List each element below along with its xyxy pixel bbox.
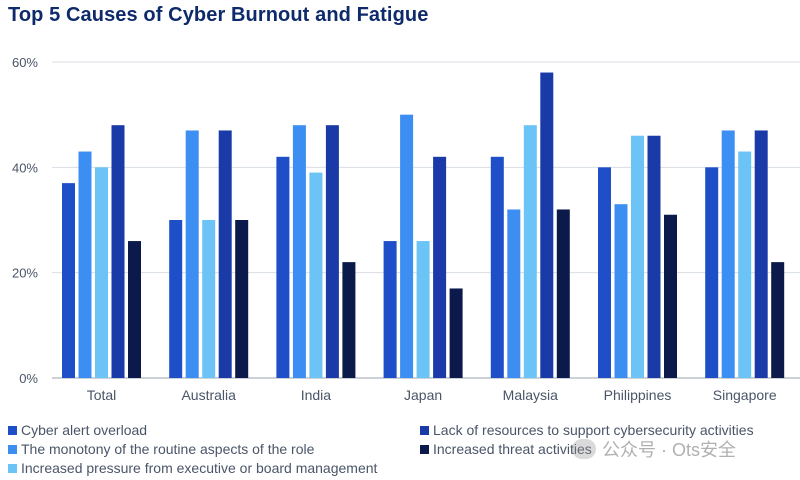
bar-japan-series-1 (383, 241, 397, 378)
legend-swatch (420, 425, 429, 435)
bar-india-series-1 (276, 156, 290, 378)
bar-philippines-series-5 (664, 214, 677, 378)
x-tick-label: Australia (181, 387, 236, 403)
x-tick-label: India (301, 387, 332, 403)
legend-item-increased-pressure: Increased pressure from executive or boa… (8, 460, 377, 476)
y-tick-label: 40% (12, 160, 38, 175)
bar-australia-series-5 (235, 220, 249, 378)
bar-total-series-5 (128, 241, 141, 378)
legend-label: Cyber alert overload (21, 422, 148, 438)
legend-swatch (8, 444, 17, 454)
wechat-icon (572, 439, 596, 459)
watermark-text: 公众号 · Ots安全 (602, 440, 736, 460)
bar-philippines-series-2 (614, 204, 628, 378)
legend-swatch (8, 463, 17, 473)
legend-swatch (8, 425, 17, 435)
chart-title: Top 5 Causes of Cyber Burnout and Fatigu… (8, 4, 429, 26)
x-tick-label: Philippines (604, 387, 672, 403)
bar-malaysia-series-1 (490, 156, 504, 378)
bar-malaysia-series-5 (556, 209, 570, 378)
x-tick-label: Singapore (713, 387, 777, 403)
bar-australia-series-3 (202, 220, 216, 378)
x-tick-label: Malaysia (503, 387, 558, 403)
bar-malaysia-series-2 (507, 209, 521, 378)
bar-total-series-4 (111, 125, 125, 378)
bar-philippines-series-1 (598, 167, 611, 378)
legend-item-monotony: The monotony of the routine aspects of t… (8, 441, 314, 457)
watermark: 公众号 · Ots安全 (572, 436, 736, 462)
bar-singapore-series-5 (771, 262, 785, 378)
bar-australia-series-1 (169, 220, 183, 378)
bar-japan-series-3 (416, 241, 430, 378)
bar-chart: 0% 20% 40% 60% Total Australia India Japan Malay… (12, 55, 800, 403)
bar-singapore-series-1 (705, 167, 719, 378)
legend-label: Increased threat activities (433, 441, 592, 457)
legend-label: The monotony of the routine aspects of t… (21, 441, 315, 457)
bar-malaysia-series-3 (523, 125, 537, 378)
x-tick-label: Total (87, 387, 117, 403)
bar-singapore-series-3 (738, 151, 752, 378)
bar-total-series-2 (78, 151, 92, 378)
bar-japan-series-2 (400, 114, 414, 379)
bar-philippines-series-3 (631, 135, 644, 378)
legend-item-cyber-alert-overload: Cyber alert overload (8, 422, 147, 438)
bar-singapore-series-4 (754, 130, 768, 378)
bar-japan-series-5 (449, 288, 463, 378)
y-tick-label: 60% (12, 55, 38, 70)
bar-india-series-5 (342, 262, 356, 378)
bar-australia-series-2 (185, 130, 199, 378)
x-tick-label: Japan (404, 387, 442, 403)
bar-australia-series-4 (218, 130, 232, 378)
bar-malaysia-series-4 (540, 72, 554, 379)
legend-item-increased-threat: Increased threat activities (420, 441, 592, 457)
bar-india-series-4 (325, 125, 339, 378)
bar-india-series-3 (309, 172, 323, 378)
legend: Cyber alert overload The monotony of the… (8, 420, 792, 476)
legend-item-lack-of-resources: Lack of resources to support cybersecuri… (420, 422, 754, 438)
legend-label: Lack of resources to support cybersecuri… (433, 422, 754, 438)
y-tick-label: 20% (12, 266, 38, 281)
bar-singapore-series-2 (721, 130, 735, 378)
bar-total-series-3 (95, 167, 108, 378)
legend-label: Increased pressure from executive or boa… (21, 460, 378, 476)
legend-swatch (420, 444, 429, 454)
bar-philippines-series-4 (647, 135, 661, 378)
bar-total-series-1 (62, 183, 75, 378)
y-tick-label: 0% (19, 371, 38, 386)
bar-japan-series-4 (433, 156, 447, 378)
bar-india-series-2 (292, 125, 306, 378)
